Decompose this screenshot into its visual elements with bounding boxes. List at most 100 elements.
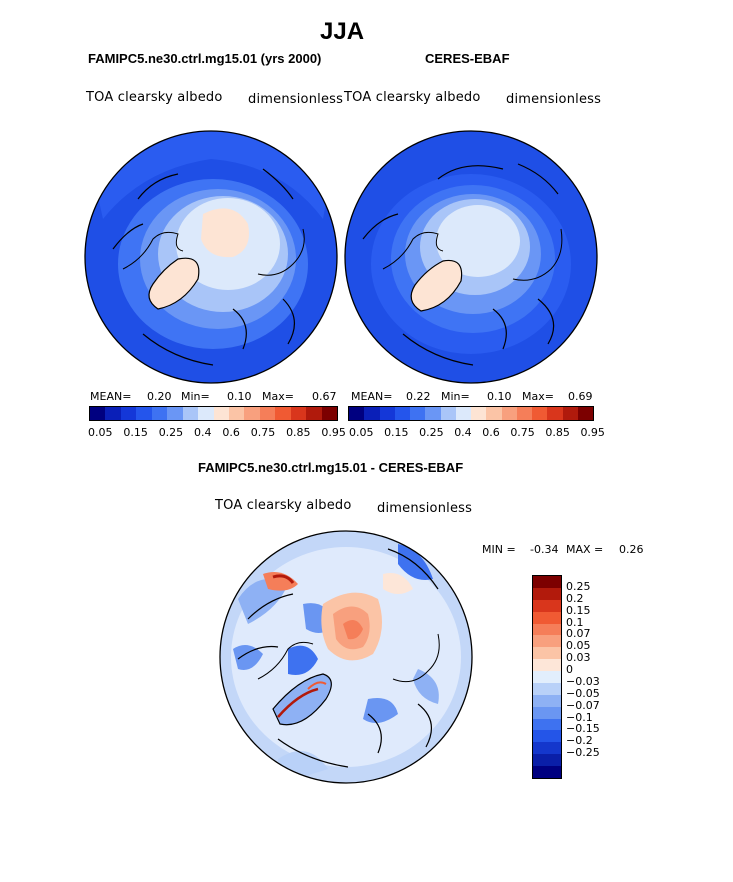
colorbar-tick-label: 0.1 [566,615,584,629]
colorbar-swatch [533,611,561,624]
colorbar-swatch [275,407,291,420]
colorbar-tick-label: −0.05 [566,686,600,700]
colorbar-tick-label: 0.15 [566,603,591,617]
colorbar-swatch [228,407,245,420]
diff-colorbar-ticks: 0.25 0.2 0.15 0.1 0.07 0.05 0.03 0 −0.03 −0.05 −0.… [566,575,626,777]
colorbar-tick-label: 0.4 [454,426,472,439]
colorbar-swatch [577,407,593,420]
colorbar-swatch [213,407,229,420]
colorbar-tick-label: 0.25 [158,426,184,439]
diff-max-label: MAX = [566,543,604,556]
right-colorbar [348,406,594,421]
colorbar-swatch [425,407,441,420]
colorbar-swatch [105,407,121,420]
colorbar-tick-label: −0.15 [566,722,600,736]
colorbar-tick-label: −0.07 [566,698,600,712]
colorbar-swatch [562,407,578,420]
colorbar-tick-label: 0.05 [88,426,113,439]
colorbar-tick-label: 0.75 [250,426,276,439]
left-polar-map [84,130,338,384]
colorbar-swatch [136,407,152,420]
colorbar-swatch [533,766,561,778]
left-colorbar [89,406,338,421]
diff-colorbar [532,575,562,779]
left-case-title: FAMIPC5.ne30.ctrl.mg15.01 (yrs 2000) [88,51,322,66]
colorbar-swatch [533,754,561,766]
colorbar-tick-label: −0.03 [566,674,600,688]
colorbar-swatch [321,407,337,420]
right-units-label: dimensionless [506,92,602,107]
colorbar-swatch [167,407,183,420]
right-max-label: Max= [522,390,554,403]
colorbar-tick-label: 0.75 [510,426,535,439]
colorbar-swatch [471,407,487,420]
left-mean-value: 0.20 [147,390,172,403]
colorbar-swatch [516,407,532,420]
colorbar-tick-label: 0.85 [286,426,311,439]
left-mean-label: MEAN= [90,390,132,403]
right-min-value: 0.10 [487,390,512,403]
colorbar-tick-label: 0.6 [222,426,240,439]
colorbar-tick-label: 0.15 [384,426,409,439]
colorbar-swatch [410,407,426,420]
colorbar-swatch [533,623,561,636]
diff-units-label: dimensionless [377,501,473,516]
diff-variable-label: TOA clearsky albedo [215,498,352,513]
colorbar-swatch [533,671,561,683]
colorbar-tick-label: 0.15 [123,426,148,439]
right-mean-value: 0.22 [406,390,431,403]
colorbar-tick-label: 0.95 [321,426,346,439]
colorbar-swatch [90,407,106,420]
diff-min-label: MIN = [482,543,516,556]
colorbar-tick-label: 0.05 [566,639,591,653]
colorbar-swatch [547,407,563,420]
colorbar-tick-label: 0.2 [566,591,584,605]
colorbar-swatch [533,587,561,600]
colorbar-swatch [259,407,276,420]
colorbar-tick-label: 0.85 [545,426,570,439]
colorbar-swatch [182,407,199,420]
colorbar-swatch [379,407,395,420]
right-mean-label: MEAN= [351,390,393,403]
colorbar-swatch [533,706,561,719]
right-colorbar-ticks: 0.05 0.15 0.25 0.4 0.6 0.75 0.85 0.95 [349,426,605,439]
colorbar-tick-label: −0.1 [566,710,593,724]
colorbar-swatch [533,742,561,755]
colorbar-tick-label: 0.95 [580,426,605,439]
colorbar-tick-label: 0.25 [566,579,591,593]
colorbar-tick-label: −0.25 [566,746,600,760]
left-min-value: 0.10 [227,390,252,403]
figure-title: JJA [320,18,365,45]
colorbar-tick-label: 0.25 [419,426,444,439]
left-min-label: Min= [181,390,210,403]
colorbar-swatch [501,407,517,420]
right-max-value: 0.69 [568,390,593,403]
colorbar-swatch [290,407,307,420]
left-variable-label: TOA clearsky albedo [86,90,223,105]
colorbar-swatch [198,407,214,420]
colorbar-swatch [533,599,561,612]
right-variable-label: TOA clearsky albedo [344,90,481,105]
diff-max-value: 0.26 [619,543,644,556]
colorbar-swatch [440,407,456,420]
left-max-label: Max= [262,390,294,403]
colorbar-swatch [394,407,410,420]
left-colorbar-ticks: 0.05 0.15 0.25 0.4 0.6 0.75 0.85 0.95 [88,426,346,439]
right-case-title: CERES-EBAF [425,51,510,66]
right-polar-map [344,130,598,384]
right-min-label: Min= [441,390,470,403]
colorbar-tick-label: 0.07 [566,627,591,641]
colorbar-swatch [244,407,260,420]
colorbar-tick-label: −0.2 [566,734,593,748]
colorbar-swatch [364,407,380,420]
diff-case-title: FAMIPC5.ne30.ctrl.mg15.01 - CERES-EBAF [198,460,464,475]
colorbar-swatch [533,635,561,648]
colorbar-swatch [486,407,502,420]
colorbar-swatch [533,576,561,588]
colorbar-tick-label: 0 [566,663,573,677]
colorbar-swatch [532,407,548,420]
colorbar-swatch [533,647,561,660]
diff-min-value: -0.34 [530,543,559,556]
colorbar-swatch [533,718,561,731]
colorbar-swatch [533,730,561,743]
